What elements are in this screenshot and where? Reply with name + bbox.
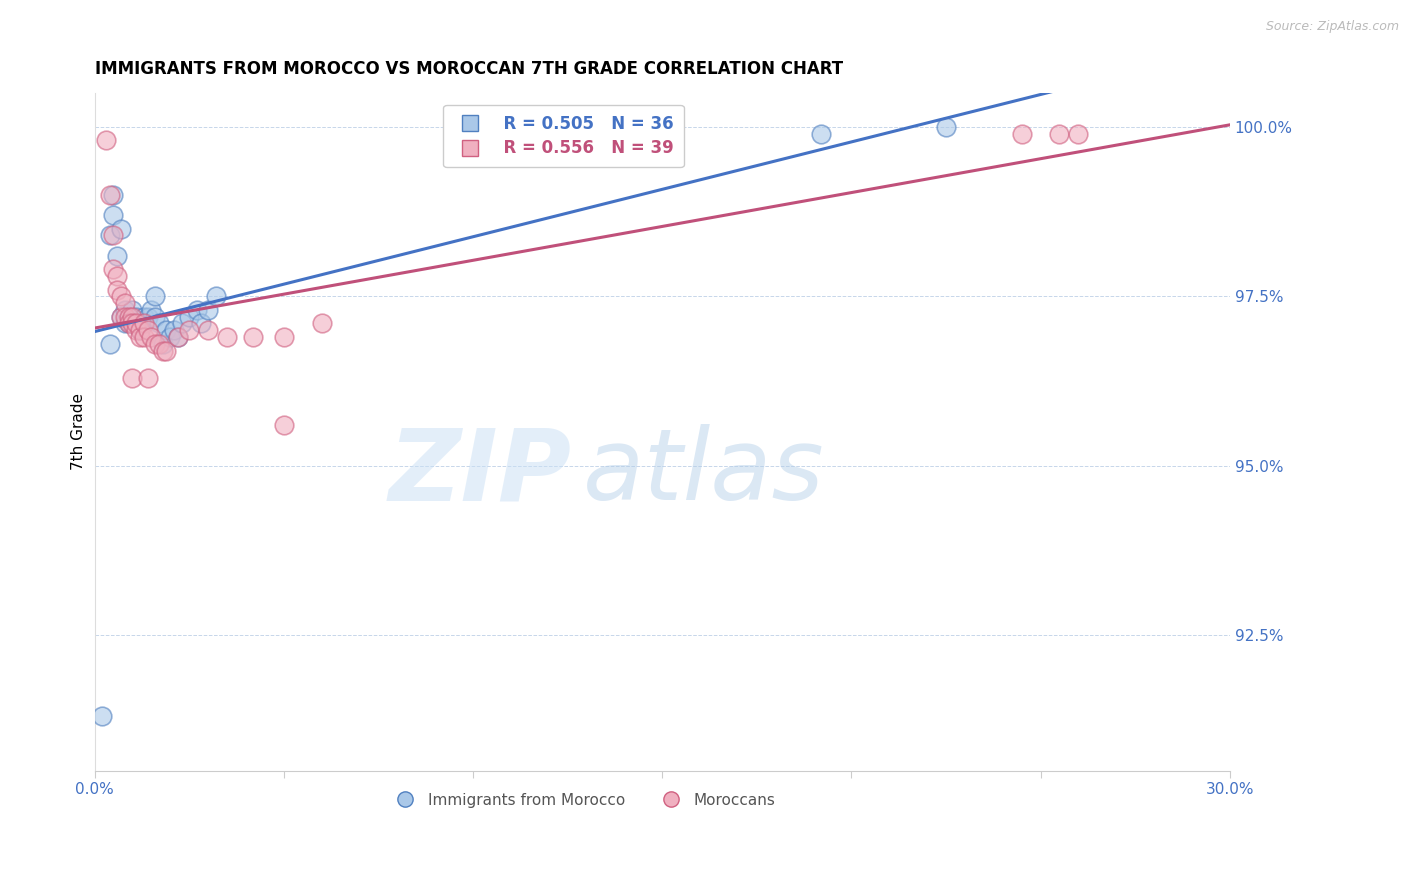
Point — [170, 317, 193, 331]
Point — [132, 317, 155, 331]
Point — [129, 330, 152, 344]
Point — [155, 323, 177, 337]
Point — [136, 323, 159, 337]
Point — [163, 323, 186, 337]
Text: Source: ZipAtlas.com: Source: ZipAtlas.com — [1265, 20, 1399, 33]
Point — [105, 249, 128, 263]
Point — [105, 283, 128, 297]
Point — [1049, 127, 1071, 141]
Point — [114, 317, 136, 331]
Point — [179, 323, 201, 337]
Point — [152, 336, 174, 351]
Point — [166, 330, 188, 344]
Point — [125, 323, 148, 337]
Point — [121, 317, 143, 331]
Point — [204, 289, 226, 303]
Point — [132, 310, 155, 324]
Text: IMMIGRANTS FROM MOROCCO VS MOROCCAN 7TH GRADE CORRELATION CHART: IMMIGRANTS FROM MOROCCO VS MOROCCAN 7TH … — [94, 60, 842, 78]
Text: atlas: atlas — [582, 424, 824, 521]
Point — [1011, 127, 1033, 141]
Text: ZIP: ZIP — [388, 424, 571, 521]
Point — [242, 330, 264, 344]
Point — [98, 228, 121, 243]
Point — [105, 268, 128, 283]
Point — [91, 709, 114, 723]
Point — [117, 317, 139, 331]
Point — [114, 310, 136, 324]
Point — [125, 310, 148, 324]
Point — [152, 343, 174, 358]
Point — [143, 289, 166, 303]
Point — [132, 317, 155, 331]
Point — [117, 310, 139, 324]
Point — [186, 302, 208, 317]
Point — [125, 317, 148, 331]
Point — [94, 133, 117, 147]
Point — [110, 310, 132, 324]
Point — [114, 302, 136, 317]
Point — [810, 127, 832, 141]
Point — [129, 323, 152, 337]
Point — [148, 336, 170, 351]
Point — [132, 330, 155, 344]
Point — [141, 330, 163, 344]
Point — [273, 330, 295, 344]
Point — [121, 302, 143, 317]
Y-axis label: 7th Grade: 7th Grade — [72, 393, 86, 470]
Legend: Immigrants from Morocco, Moroccans: Immigrants from Morocco, Moroccans — [384, 787, 782, 814]
Point — [136, 370, 159, 384]
Point — [197, 302, 219, 317]
Point — [197, 323, 219, 337]
Point — [121, 310, 143, 324]
Point — [143, 336, 166, 351]
Point — [110, 221, 132, 235]
Point — [179, 310, 201, 324]
Point — [190, 317, 212, 331]
Point — [103, 228, 125, 243]
Point — [117, 310, 139, 324]
Point — [117, 317, 139, 331]
Point — [121, 317, 143, 331]
Point — [141, 302, 163, 317]
Point — [98, 187, 121, 202]
Point — [1067, 127, 1090, 141]
Point — [110, 289, 132, 303]
Point — [148, 317, 170, 331]
Point — [110, 310, 132, 324]
Point — [98, 336, 121, 351]
Point — [121, 370, 143, 384]
Point — [136, 310, 159, 324]
Point — [103, 208, 125, 222]
Point — [159, 330, 181, 344]
Point — [103, 187, 125, 202]
Point — [114, 296, 136, 310]
Point — [215, 330, 238, 344]
Point — [143, 310, 166, 324]
Point — [273, 418, 295, 433]
Point — [129, 323, 152, 337]
Point — [935, 120, 957, 134]
Point — [166, 330, 188, 344]
Point — [103, 262, 125, 277]
Point — [155, 343, 177, 358]
Point — [311, 317, 333, 331]
